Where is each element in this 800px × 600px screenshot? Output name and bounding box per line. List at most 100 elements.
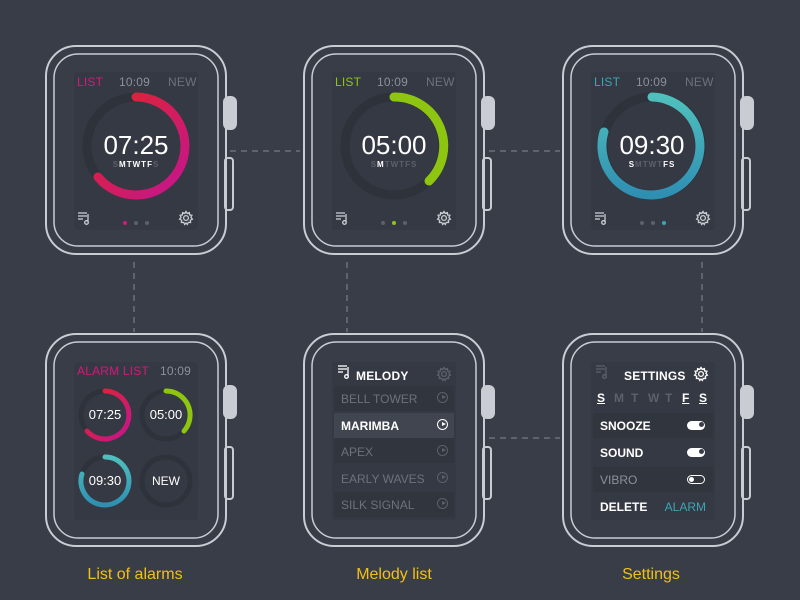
melody-item-label: SILK SIGNAL xyxy=(341,498,415,512)
play-icon[interactable] xyxy=(437,392,448,403)
day-3: W xyxy=(648,160,658,169)
alarm-days: SMTWTFS xyxy=(592,160,712,169)
page-dot xyxy=(651,221,655,225)
melody-header: MELODY xyxy=(356,369,409,383)
alarm-list-item-2[interactable]: 05:00 xyxy=(149,407,183,422)
list-link[interactable]: LIST xyxy=(594,75,621,89)
melody-icon[interactable] xyxy=(595,364,611,385)
watch-body-1 xyxy=(45,45,227,255)
list-link[interactable]: LIST xyxy=(335,75,362,89)
melody-item[interactable]: SILK SIGNAL xyxy=(334,492,454,517)
day-toggle-6[interactable]: S xyxy=(699,391,708,405)
day-5: F xyxy=(663,160,669,169)
gear-icon[interactable] xyxy=(178,210,194,231)
day-toggle-5[interactable]: F xyxy=(682,391,690,405)
vibro-row[interactable]: VIBRO xyxy=(593,467,713,492)
page-dot xyxy=(145,221,149,225)
clock-time: 10:09 xyxy=(377,75,409,89)
melody-item-label: EARLY WAVES xyxy=(341,471,425,486)
clock-time: 10:09 xyxy=(160,364,192,378)
new-alarm-link[interactable]: NEW xyxy=(426,75,455,89)
day-toggle-4[interactable]: T xyxy=(665,391,673,405)
day-3: W xyxy=(390,160,400,169)
day-2: T xyxy=(384,160,391,169)
play-icon[interactable] xyxy=(437,445,448,456)
play-icon[interactable] xyxy=(437,498,448,509)
sound-toggle[interactable] xyxy=(687,448,705,457)
day-1: M xyxy=(635,160,643,169)
day-2: T xyxy=(642,160,649,169)
snooze-label: SNOOZE xyxy=(600,419,651,433)
melody-item-label: BELL TOWER xyxy=(341,392,418,406)
gear-icon[interactable] xyxy=(436,210,452,231)
clock-time: 10:09 xyxy=(119,75,151,89)
sound-label: SOUND xyxy=(600,446,644,460)
page-dot xyxy=(403,221,407,225)
melody-icon[interactable] xyxy=(335,211,351,230)
caption-settings: Settings xyxy=(622,566,680,583)
mini-ring-2 xyxy=(163,388,193,434)
snooze-row[interactable]: SNOOZE xyxy=(593,413,713,438)
day-4: T xyxy=(399,160,406,169)
melody-item[interactable]: EARLY WAVES xyxy=(334,466,454,491)
day-5: F xyxy=(147,160,153,169)
alarm-link[interactable]: ALARM xyxy=(664,500,706,514)
melody-item[interactable]: APEX xyxy=(334,439,454,464)
day-toggle-3[interactable]: W xyxy=(648,391,660,405)
delete-button[interactable]: DELETE xyxy=(600,500,648,514)
watch-body-3 xyxy=(562,45,744,255)
day-6: S xyxy=(410,160,418,169)
watch-body-4 xyxy=(45,333,227,547)
play-icon[interactable] xyxy=(437,471,448,483)
settings-header: SETTINGS xyxy=(624,369,686,383)
day-0: S xyxy=(628,160,636,169)
alarm-ring-3 xyxy=(597,92,705,200)
mini-ring-3 xyxy=(78,454,132,508)
melody-icon xyxy=(337,364,353,385)
caption-alarms: List of alarms xyxy=(87,566,183,583)
day-3: W xyxy=(132,160,142,169)
new-alarm-link[interactable]: NEW xyxy=(685,75,714,89)
day-4: T xyxy=(141,160,148,169)
alarm-time[interactable]: 09:30 xyxy=(619,130,685,160)
melody-item-label: APEX xyxy=(341,445,374,459)
connector-lines xyxy=(133,150,703,439)
day-toggle-0[interactable]: S xyxy=(597,391,606,405)
gear-icon[interactable] xyxy=(436,366,452,387)
sound-row[interactable]: SOUND xyxy=(593,440,713,465)
alarm-time[interactable]: 05:00 xyxy=(361,130,427,160)
page-dot-active xyxy=(392,221,396,225)
alarm-list-title: ALARM LIST xyxy=(77,364,150,378)
alarm-list-item-3[interactable]: 09:30 xyxy=(88,473,122,488)
page-dot-active xyxy=(662,221,666,225)
caption-melody: Melody list xyxy=(356,566,432,583)
melody-icon[interactable] xyxy=(77,211,93,230)
vibro-toggle[interactable] xyxy=(687,475,705,484)
vibro-label: VIBRO xyxy=(600,473,638,487)
new-alarm-button[interactable]: NEW xyxy=(152,474,180,488)
melody-item-label: MARIMBA xyxy=(341,418,399,433)
watch-body-5 xyxy=(303,333,485,547)
day-2: T xyxy=(126,160,133,169)
alarm-days: SMTWTFS xyxy=(334,160,454,169)
melody-item[interactable]: BELL TOWER xyxy=(334,386,454,411)
melody-list: BELL TOWER MARIMBA APEX EARLY WAVES SILK SIG… xyxy=(334,386,454,520)
play-icon[interactable] xyxy=(437,418,448,430)
day-4: T xyxy=(657,160,664,169)
day-toggle-2[interactable]: T xyxy=(631,391,639,405)
day-6: S xyxy=(668,160,676,169)
list-link[interactable]: LIST xyxy=(77,75,104,89)
day-0: S xyxy=(112,160,120,169)
alarm-list-item-1[interactable]: 07:25 xyxy=(88,407,122,422)
gear-icon[interactable] xyxy=(695,210,711,231)
alarm-ring-1 xyxy=(93,92,190,200)
snooze-toggle[interactable] xyxy=(687,421,705,430)
clock-time: 10:09 xyxy=(636,75,668,89)
new-alarm-link[interactable]: NEW xyxy=(168,75,197,89)
page-dot xyxy=(640,221,644,225)
melody-icon[interactable] xyxy=(594,211,610,230)
melody-item[interactable]: MARIMBA xyxy=(334,413,454,438)
day-toggle-1[interactable]: M xyxy=(614,391,624,405)
alarm-time[interactable]: 07:25 xyxy=(103,130,169,160)
